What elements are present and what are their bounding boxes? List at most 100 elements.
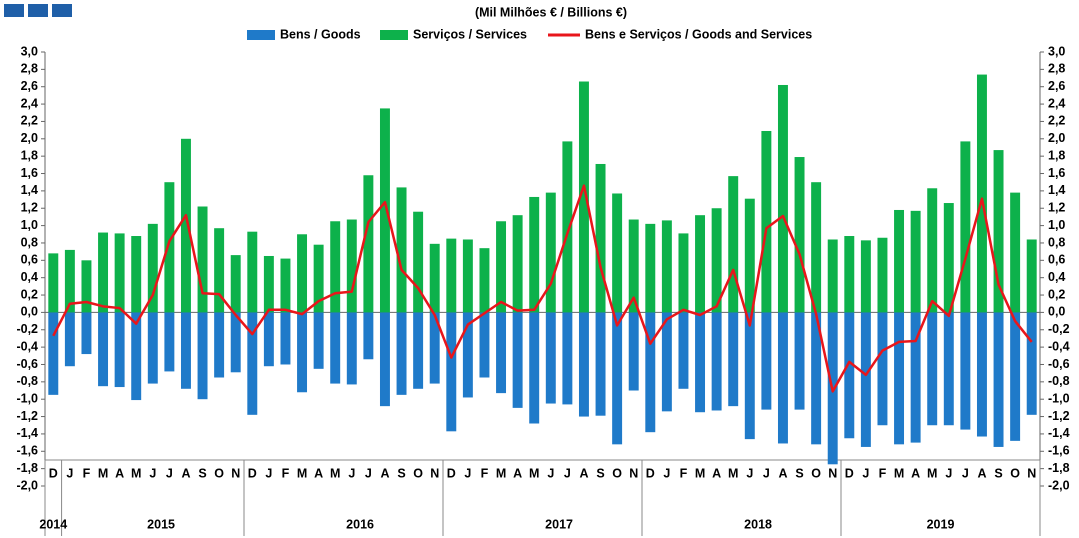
y-tick-label: -0,6 — [16, 357, 38, 371]
y-tick-label-right: 3,0 — [1048, 44, 1065, 58]
bar — [545, 192, 556, 313]
bar — [313, 244, 324, 313]
y-tick-label-right: 2,4 — [1048, 96, 1065, 110]
y-tick-label-right: 0,2 — [1048, 287, 1065, 301]
y-tick-label: 0,8 — [21, 235, 38, 249]
bar — [131, 312, 142, 401]
bar — [927, 312, 938, 426]
x-tick-label: A — [380, 466, 389, 480]
x-tick-label: J — [547, 466, 554, 480]
x-tick-label: J — [348, 466, 355, 480]
x-tick-label: D — [49, 466, 58, 480]
y-tick-label-right: 2,6 — [1048, 79, 1065, 93]
bar — [744, 312, 755, 440]
y-tick-label-right: 1,4 — [1048, 183, 1065, 197]
bar — [496, 312, 507, 394]
bar — [877, 312, 888, 426]
bar — [811, 312, 822, 445]
bar — [197, 312, 208, 400]
bar — [230, 312, 241, 373]
y-tick-label-right: 2,0 — [1048, 131, 1065, 145]
bar — [479, 248, 490, 313]
x-tick-label: M — [496, 466, 506, 480]
x-tick-label: S — [994, 466, 1002, 480]
x-tick-label: M — [297, 466, 307, 480]
x-tick-label: D — [646, 466, 655, 480]
bar — [164, 312, 175, 372]
x-tick-label: N — [1027, 466, 1036, 480]
y-tick-label-right: -1,4 — [1048, 426, 1070, 440]
y-tick-label: 2,2 — [21, 114, 38, 128]
year-label: 2016 — [346, 517, 374, 531]
x-tick-label: M — [98, 466, 108, 480]
bar — [429, 243, 440, 313]
bar — [64, 249, 75, 313]
bar — [1026, 239, 1037, 313]
bar — [595, 312, 606, 416]
y-tick-label: -1,2 — [16, 409, 38, 423]
x-tick-label: J — [862, 466, 869, 480]
x-tick-label: J — [365, 466, 372, 480]
y-tick-label-right: 1,8 — [1048, 148, 1065, 162]
bar — [462, 312, 473, 398]
bar — [612, 193, 623, 313]
bar — [844, 312, 855, 439]
x-tick-label: D — [447, 466, 456, 480]
y-tick-label: -1,0 — [16, 391, 38, 405]
bar — [943, 312, 954, 426]
bar — [396, 312, 407, 395]
x-tick-label: J — [962, 466, 969, 480]
y-tick-label-right: -2,0 — [1048, 478, 1070, 492]
bar — [379, 312, 390, 407]
bar — [860, 312, 871, 447]
bar — [48, 312, 59, 395]
x-tick-label: J — [564, 466, 571, 480]
y-tick-label: 1,8 — [21, 148, 38, 162]
bar — [114, 233, 125, 313]
x-tick-label: D — [845, 466, 854, 480]
bar — [976, 74, 987, 313]
chart-title: (Mil Milhões € / Billions €) — [475, 5, 627, 19]
x-tick-label: J — [464, 466, 471, 480]
bar — [446, 238, 457, 313]
year-label: 2018 — [744, 517, 772, 531]
x-tick-label: M — [529, 466, 539, 480]
bar — [413, 211, 424, 313]
year-label: 2015 — [147, 517, 175, 531]
x-tick-label: A — [579, 466, 588, 480]
logo-block — [4, 4, 24, 17]
bar — [98, 232, 109, 313]
x-tick-label: A — [181, 466, 190, 480]
bar — [976, 312, 987, 437]
legend-swatch — [380, 30, 408, 40]
bar — [330, 312, 341, 384]
bar — [744, 198, 755, 313]
bar — [777, 84, 788, 313]
x-tick-label: M — [131, 466, 141, 480]
bar — [512, 215, 523, 313]
bar — [479, 312, 490, 378]
bar — [81, 260, 92, 313]
y-tick-label-right: 0,4 — [1048, 270, 1065, 284]
bar — [379, 108, 390, 313]
bar — [462, 239, 473, 313]
bar — [180, 312, 191, 389]
bar — [1026, 312, 1037, 415]
line — [52, 184, 1033, 393]
x-tick-label: S — [596, 466, 604, 480]
y-tick-label-right: -0,6 — [1048, 357, 1070, 371]
y-tick-label: 2,0 — [21, 131, 38, 145]
bar — [1010, 312, 1021, 441]
bar — [297, 234, 308, 313]
bar — [346, 312, 357, 385]
y-tick-label-right: -1,2 — [1048, 409, 1070, 423]
x-tick-label: A — [115, 466, 124, 480]
bar — [761, 130, 772, 313]
bar — [827, 239, 838, 313]
x-tick-label: F — [83, 466, 91, 480]
bar — [927, 188, 938, 313]
bar — [230, 255, 241, 313]
bar — [678, 233, 689, 313]
x-tick-label: J — [746, 466, 753, 480]
bar — [695, 312, 706, 413]
